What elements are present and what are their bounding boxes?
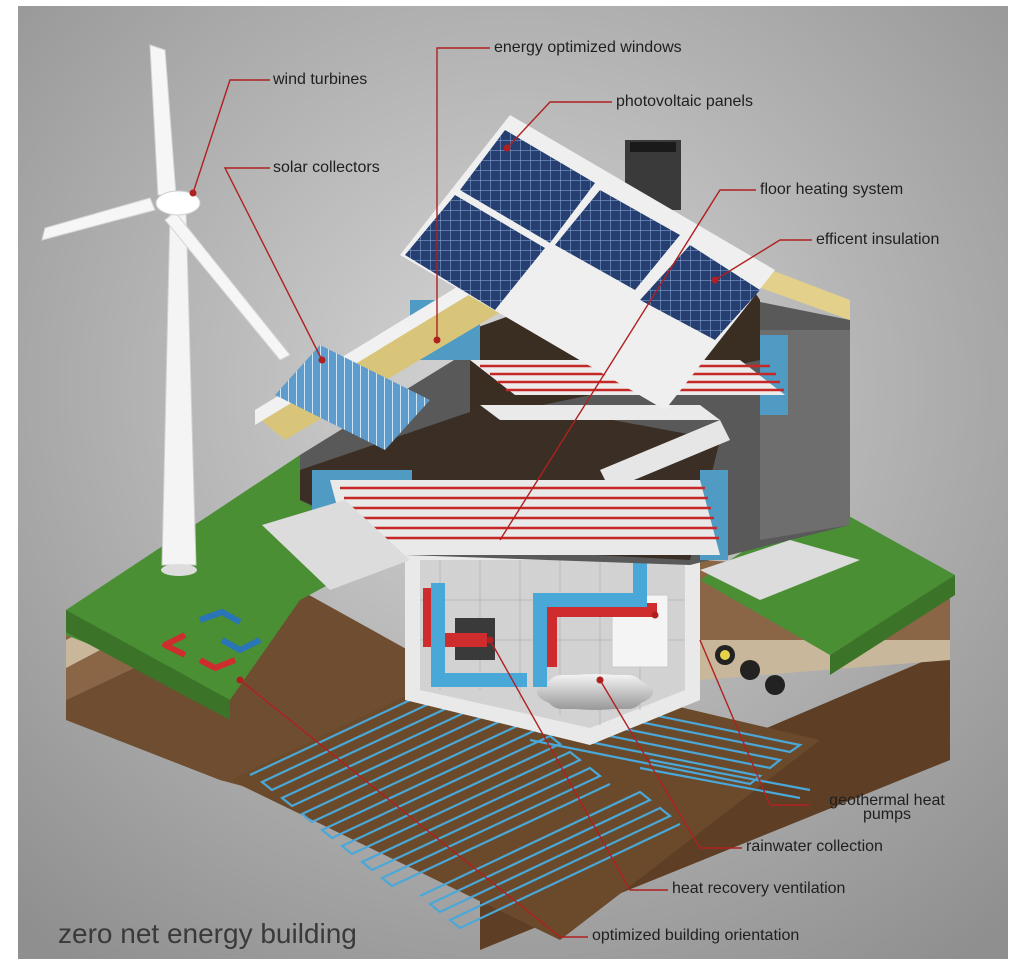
label-energy-optimized-windows: energy optimized windows (494, 39, 682, 56)
soil-layer-right (700, 640, 950, 680)
staircase (600, 420, 730, 490)
wind-turbine-blade-left (41, 197, 156, 241)
solar-collector-panels (275, 345, 430, 450)
callout-dots (189, 144, 719, 684)
grass-right-edge (830, 575, 955, 675)
left-terrace (262, 500, 410, 590)
label-efficient-insulation: efficent insulation (816, 231, 940, 248)
label-geothermal-heat-pumps: geothermal heat pumps (829, 792, 945, 823)
label-floor-heating-system: floor heating system (760, 181, 904, 198)
photovoltaic-panel-2 (405, 195, 545, 310)
diagram-title: zero net energy building (58, 918, 357, 949)
right-terrace (700, 540, 860, 600)
rainwater-tank-body (545, 675, 645, 709)
chimney-top (630, 142, 676, 152)
label-photovoltaic-panels: photovoltaic panels (616, 93, 753, 110)
blue-ducts (431, 563, 647, 687)
geothermal-ports (715, 645, 785, 695)
photovoltaic-panel-3 (555, 190, 680, 290)
wind-turbine-hub (155, 190, 201, 216)
photovoltaic-panel-1 (460, 130, 595, 243)
label-solar-collectors: solar collectors (273, 159, 380, 176)
wind-turbine-blade-right (164, 211, 291, 361)
label-optimized-building-orientation: optimized building orientation (592, 927, 800, 944)
label-wind-turbines: wind turbines (273, 71, 368, 88)
geothermal-field-floor (230, 660, 820, 940)
wind-turbine-base (161, 564, 197, 576)
red-ducts (423, 588, 657, 667)
callout-leader-lines (192, 47, 812, 938)
orientation-symbol-icon (162, 609, 262, 671)
grass-left-edge (66, 610, 230, 720)
upper-balcony-rail (480, 405, 720, 420)
label-heat-recovery-ventilation: heat recovery ventilation (672, 880, 846, 897)
label-rainwater-collection: rainwater collection (746, 838, 883, 855)
